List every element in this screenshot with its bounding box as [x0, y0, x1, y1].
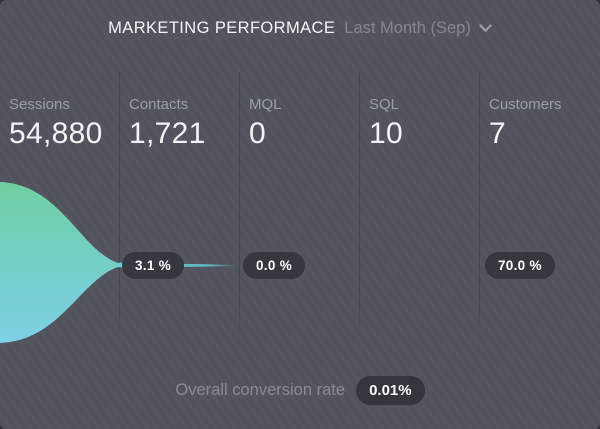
stage-label: Customers	[489, 96, 562, 113]
funnel-stage-column-customers: Customers 7	[480, 72, 600, 151]
page-title: MARKETING PERFORMACE	[108, 18, 336, 37]
period-selector[interactable]: Last Month (Sep)	[344, 19, 492, 38]
stage-value: 1,721	[129, 117, 206, 150]
column-divider	[479, 72, 480, 337]
conversion-badge-mql: 0.0 %	[243, 252, 306, 279]
overall-conversion-badge: 0.01%	[356, 376, 425, 405]
funnel-stage-columns: Sessions 54,880 Contacts 1,721 MQL 0 SQL…	[0, 72, 600, 151]
stage-label: SQL	[369, 96, 400, 113]
funnel-stage-column-mql: MQL 0	[240, 72, 360, 151]
column-divider	[119, 72, 120, 337]
chevron-down-icon	[479, 23, 492, 33]
stage-label: MQL	[249, 96, 282, 113]
conversion-badge-customers: 70.0 %	[485, 252, 555, 279]
stage-value: 0	[249, 117, 266, 150]
funnel-stage-column-sql: SQL 10	[360, 72, 480, 151]
overall-conversion-label: Overall conversion rate	[175, 381, 346, 399]
column-divider	[359, 72, 360, 337]
period-selector-value: Last Month (Sep)	[344, 18, 471, 37]
stage-label: Contacts	[129, 96, 189, 113]
stage-value: 54,880	[9, 117, 103, 150]
funnel-stage-column-sessions: Sessions 54,880	[0, 72, 120, 151]
stage-value: 7	[489, 117, 506, 150]
funnel-body	[0, 182, 119, 343]
widget-header: MARKETING PERFORMACE Last Month (Sep)	[0, 14, 600, 42]
conversion-badge-contacts: 3.1 %	[122, 252, 185, 279]
stage-label: Sessions	[9, 96, 70, 113]
funnel-stage-column-contacts: Contacts 1,721	[120, 72, 240, 151]
overall-conversion-row: Overall conversion rate 0.01%	[0, 376, 600, 405]
column-divider	[239, 72, 240, 337]
stage-value: 10	[369, 117, 403, 150]
